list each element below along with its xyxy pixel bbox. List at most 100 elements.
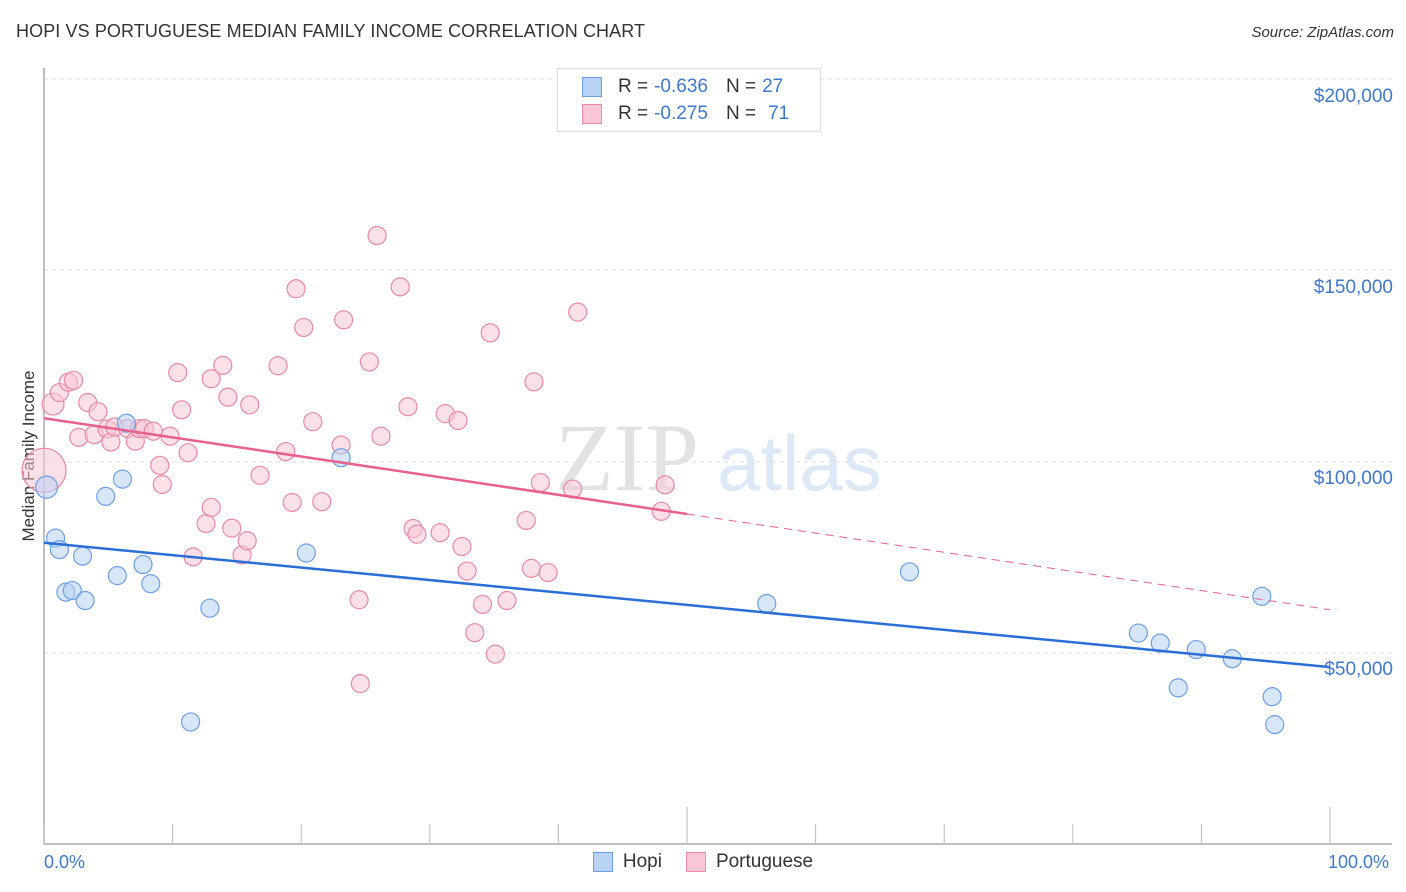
data-point: [457, 561, 477, 581]
y-tick-200k: $200,000: [1313, 86, 1393, 107]
portuguese-swatch: [582, 104, 602, 124]
data-point: [282, 492, 302, 513]
hopi-swatch: [592, 852, 613, 872]
chart-title: HOPI VS PORTUGUESE MEDIAN FAMILY INCOME …: [16, 21, 646, 41]
source-label: Source: ZipAtlas.com: [1251, 24, 1394, 41]
data-point: [390, 277, 410, 297]
data-point: [168, 363, 188, 383]
hopi-points: [34, 413, 1285, 735]
data-point: [150, 455, 170, 475]
data-point: [240, 395, 260, 415]
data-point: [201, 497, 221, 518]
data-point: [516, 510, 536, 531]
data-point: [213, 355, 233, 375]
data-point: [312, 492, 332, 512]
data-point: [407, 524, 427, 544]
data-point: [116, 413, 136, 433]
data-point: [88, 402, 108, 422]
r-value: -0.636: [654, 76, 708, 97]
correlation-legend: R = -0.636 N = 27 R = -0.275 N = 71: [557, 68, 821, 132]
data-point: [524, 372, 544, 392]
data-point: [112, 469, 133, 489]
n-label: N =: [725, 76, 757, 97]
data-point: [96, 486, 116, 506]
data-point: [1252, 586, 1272, 606]
r-label: R =: [618, 103, 649, 124]
data-point: [757, 593, 777, 614]
data-point: [1168, 678, 1188, 698]
r-value: -0.275: [654, 103, 708, 124]
r-label: R =: [618, 76, 649, 97]
hopi-swatch: [582, 77, 602, 97]
data-point: [655, 475, 675, 495]
legend-item-hopi[interactable]: Hopi: [592, 851, 662, 873]
data-point: [72, 546, 93, 566]
data-point: [34, 475, 59, 499]
data-point: [448, 410, 468, 431]
data-point: [371, 426, 391, 446]
data-point: [178, 443, 198, 463]
data-point: [472, 594, 493, 614]
data-point: [1128, 623, 1148, 643]
data-point: [452, 536, 472, 557]
legend-label-hopi: Hopi: [622, 851, 662, 872]
data-point: [334, 310, 354, 330]
data-point: [521, 558, 541, 578]
legend-row-hopi: R = -0.636 N = 27: [582, 74, 801, 100]
data-point: [296, 543, 316, 563]
data-point: [359, 352, 379, 372]
data-point: [237, 531, 257, 551]
n-label: N =: [725, 103, 757, 124]
data-point: [899, 562, 920, 582]
data-point: [303, 412, 323, 432]
gridlines: [44, 78, 1392, 654]
data-point: [218, 387, 238, 407]
data-point: [485, 644, 505, 664]
x-tick-0: 0.0%: [44, 852, 86, 872]
data-point: [63, 370, 84, 390]
trend-lines: [43, 416, 1331, 669]
data-point: [141, 574, 161, 594]
data-point: [538, 562, 558, 583]
data-point: [172, 400, 192, 420]
svg-text:atlas: atlas: [717, 419, 882, 507]
data-point: [286, 279, 306, 299]
data-point: [107, 566, 127, 586]
data-point: [222, 518, 242, 538]
data-point: [1150, 633, 1170, 653]
legend-row-portuguese: R = -0.275 N = 71: [582, 101, 807, 127]
data-point: [143, 421, 163, 441]
data-point: [133, 554, 153, 575]
x-tick-100: 100.0%: [1328, 852, 1390, 872]
y-tick-150k: $150,000: [1313, 277, 1393, 298]
data-point: [530, 472, 550, 493]
y-tick-100k: $100,000: [1313, 468, 1393, 489]
data-point: [152, 474, 172, 495]
legend-label-portuguese: Portuguese: [715, 851, 814, 872]
data-point: [465, 623, 485, 643]
data-point: [181, 712, 201, 732]
data-point: [398, 397, 418, 417]
data-point: [196, 513, 216, 534]
data-point: [75, 590, 95, 611]
data-point: [294, 317, 314, 338]
data-point: [480, 323, 500, 343]
portuguese-swatch: [685, 852, 706, 872]
data-point: [568, 302, 588, 322]
data-point: [349, 590, 369, 610]
legend-item-portuguese[interactable]: Portuguese: [685, 851, 814, 873]
data-point: [367, 225, 387, 246]
data-point: [200, 598, 220, 618]
portuguese-points: [21, 225, 675, 694]
data-point: [497, 590, 517, 611]
data-point: [430, 523, 450, 543]
series-legend: Hopi Portuguese: [0, 851, 1406, 873]
n-value: 27: [762, 76, 784, 97]
data-point: [1265, 715, 1285, 735]
data-point: [1262, 687, 1282, 707]
data-point: [268, 356, 288, 376]
y-tick-50k: $50,000: [1324, 659, 1393, 680]
data-point: [250, 465, 270, 485]
data-point: [62, 580, 82, 601]
